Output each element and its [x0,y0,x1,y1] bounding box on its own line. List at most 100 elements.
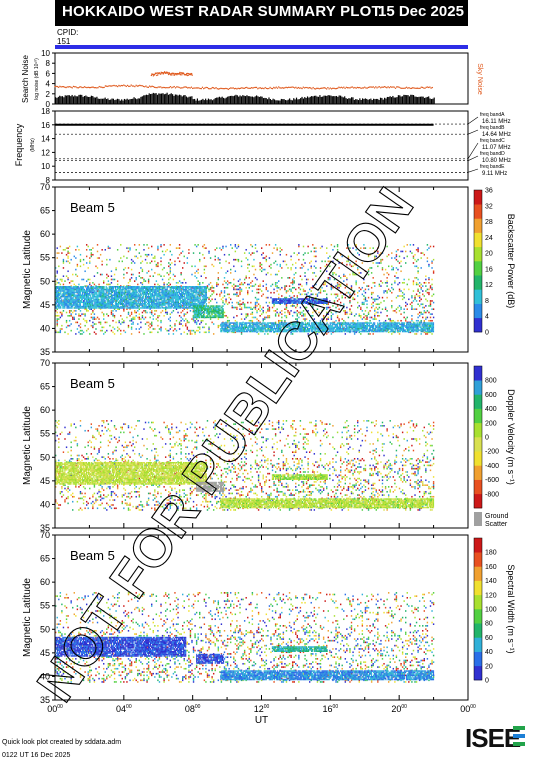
scatter-cell [411,295,413,297]
sky-noise-point [420,86,422,88]
echo-cell [68,307,70,309]
echo-cell [167,294,169,296]
sky-noise-point [91,86,93,88]
scatter-cell [319,290,322,292]
echo-cell [57,300,59,302]
echo-cell [101,295,103,298]
echo-cell [88,301,90,304]
scatter-cell [296,319,299,322]
echo-cell [170,297,172,299]
search-noise-bar [331,96,333,104]
scatter-cell [56,252,58,254]
scatter-cell [62,258,65,261]
search-noise-bar [121,99,123,104]
scatter-cell [199,326,201,329]
sky-noise-point [409,87,411,90]
scatter-cell [247,283,249,286]
scatter-cell [316,293,319,296]
scatter-cell [236,247,238,249]
scatter-cell [82,318,85,320]
echo-cell [128,293,130,295]
scatter-cell [304,306,306,309]
search-noise-bar [235,94,237,104]
echo-cell [70,300,72,302]
scatter-cell [312,278,314,281]
echo-cell [97,301,99,304]
scatter-cell [247,263,249,266]
scatter-cell [428,311,430,314]
echo-cell [65,302,67,305]
scatter-cell [110,275,113,277]
sky-noise-point [222,87,225,90]
scatter-cell [353,263,356,266]
scatter-cell [264,318,266,320]
search-noise-bar [309,96,311,104]
scatter-cell [403,281,405,284]
scatter-cell [124,267,127,269]
scatter-cell [130,319,133,322]
echo-cell [109,287,111,289]
noise-ytick-label: 0 [46,100,51,109]
echo-cell [84,304,87,306]
echo-cell [151,297,153,299]
scatter-cell [330,283,333,286]
echo-cell [113,305,116,308]
scatter-cell [92,310,94,312]
band-pointer [467,168,479,173]
echo-cell [162,294,164,296]
echo-cell [65,295,67,298]
echo-cell [101,288,103,291]
scatter-cell [197,326,199,329]
scatter-cell [305,318,308,320]
scatter-cell [423,306,426,309]
scatter-cell [115,268,117,271]
scatter-cell [298,252,300,254]
noise-ytick-label: 10 [41,49,50,58]
echo-cell [141,307,143,309]
echo-cell [100,297,102,299]
scatter-cell [163,275,165,277]
scatter-cell [84,313,86,315]
scatter-cell [295,272,297,274]
echo-cell [79,302,81,305]
scatter-cell [251,285,254,287]
echo-cell [90,286,92,288]
echo-cell [180,305,183,308]
scatter-cell [138,272,141,274]
echo-cell [73,304,75,306]
echo-cell [84,302,87,305]
echo-cell [129,298,131,301]
echo-cell [136,305,138,308]
echo-cell [106,305,108,308]
scatter-cell [267,308,269,310]
echo-cell [168,295,170,298]
scatter-cell [308,319,311,322]
scatter-cell [304,252,306,254]
echo-cell [169,291,171,294]
scatter-cell [67,278,69,281]
scatter-cell [205,323,207,325]
scatter-cell [381,296,384,299]
echo-cell [84,305,87,308]
scatter-cell [411,314,413,317]
echo-cell [105,293,107,295]
echo-cell [184,297,186,299]
echo-cell [141,288,143,291]
search-noise-bar [134,98,137,104]
search-noise-bar [417,97,419,104]
scatter-cell [422,252,424,254]
scatter-cell [350,288,353,291]
search-noise-bar [337,96,339,104]
scatter-cell [284,311,286,314]
scatter-cell [423,253,426,256]
scatter-cell [321,245,323,248]
scatter-cell [420,333,422,335]
echo-cell [94,290,96,292]
scatter-cell [428,319,430,322]
scatter-cell [225,300,227,302]
echo-cell [61,304,63,306]
echo-cell [181,301,184,304]
echo-cell [76,287,78,289]
sky-noise-point [394,87,397,90]
echo-cell [73,307,75,309]
